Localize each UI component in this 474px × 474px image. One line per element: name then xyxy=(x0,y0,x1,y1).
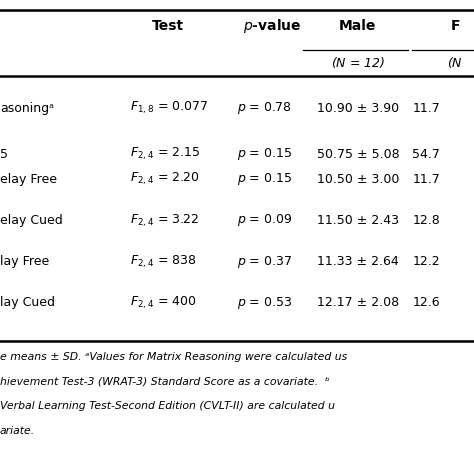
Text: 12.2: 12.2 xyxy=(412,255,440,268)
Text: lay Cued: lay Cued xyxy=(0,296,55,310)
Text: $F_{2,4}$ = 2.20: $F_{2,4}$ = 2.20 xyxy=(130,171,201,187)
Text: Verbal Learning Test-Second Edition (CVLT-II) are calculated u: Verbal Learning Test-Second Edition (CVL… xyxy=(0,401,335,411)
Text: e means ± SD. ᵃValues for Matrix Reasoning were calculated us: e means ± SD. ᵃValues for Matrix Reasoni… xyxy=(0,352,347,362)
Text: 10.50 ± 3.00: 10.50 ± 3.00 xyxy=(317,173,399,186)
Text: 10.90 ± 3.90: 10.90 ± 3.90 xyxy=(317,101,399,115)
Text: $F_{2,4}$ = 2.15: $F_{2,4}$ = 2.15 xyxy=(130,146,201,162)
Text: $p$ = 0.53: $p$ = 0.53 xyxy=(237,295,292,311)
Text: 50.75 ± 5.08: 50.75 ± 5.08 xyxy=(317,147,399,161)
Text: Male: Male xyxy=(339,19,376,33)
Text: 12.17 ± 2.08: 12.17 ± 2.08 xyxy=(317,296,399,310)
Text: 11.50 ± 2.43: 11.50 ± 2.43 xyxy=(317,214,399,227)
Text: $p$-value: $p$-value xyxy=(243,17,302,35)
Text: 5: 5 xyxy=(0,147,8,161)
Text: elay Cued: elay Cued xyxy=(0,214,63,227)
Text: 54.7: 54.7 xyxy=(412,147,440,161)
Text: 11.7: 11.7 xyxy=(412,173,440,186)
Text: $p$ = 0.37: $p$ = 0.37 xyxy=(237,254,292,270)
Text: $p$ = 0.15: $p$ = 0.15 xyxy=(237,146,292,162)
Text: 11.7: 11.7 xyxy=(412,101,440,115)
Text: 11.33 ± 2.64: 11.33 ± 2.64 xyxy=(317,255,399,268)
Text: Test: Test xyxy=(152,19,184,33)
Text: $p$ = 0.78: $p$ = 0.78 xyxy=(237,100,292,116)
Text: 12.6: 12.6 xyxy=(412,296,440,310)
Text: $p$ = 0.09: $p$ = 0.09 xyxy=(237,212,292,228)
Text: F: F xyxy=(450,19,460,33)
Text: $p$ = 0.15: $p$ = 0.15 xyxy=(237,171,292,187)
Text: $F_{2,4}$ = 400: $F_{2,4}$ = 400 xyxy=(130,295,197,311)
Text: $F_{2,4}$ = 838: $F_{2,4}$ = 838 xyxy=(130,254,197,270)
Text: asoningᵃ: asoningᵃ xyxy=(0,101,54,115)
Text: elay Free: elay Free xyxy=(0,173,57,186)
Text: $F_{2,4}$ = 3.22: $F_{2,4}$ = 3.22 xyxy=(130,212,200,228)
Text: 12.8: 12.8 xyxy=(412,214,440,227)
Text: ariate.: ariate. xyxy=(0,426,35,436)
Text: hievement Test-3 (WRAT-3) Standard Score as a covariate.  ᵇ: hievement Test-3 (WRAT-3) Standard Score… xyxy=(0,376,330,386)
Text: ($N$ = 12): ($N$ = 12) xyxy=(331,55,385,70)
Text: ($N$: ($N$ xyxy=(447,55,463,70)
Text: lay Free: lay Free xyxy=(0,255,49,268)
Text: $F_{1,8}$ = 0.077: $F_{1,8}$ = 0.077 xyxy=(130,100,209,116)
